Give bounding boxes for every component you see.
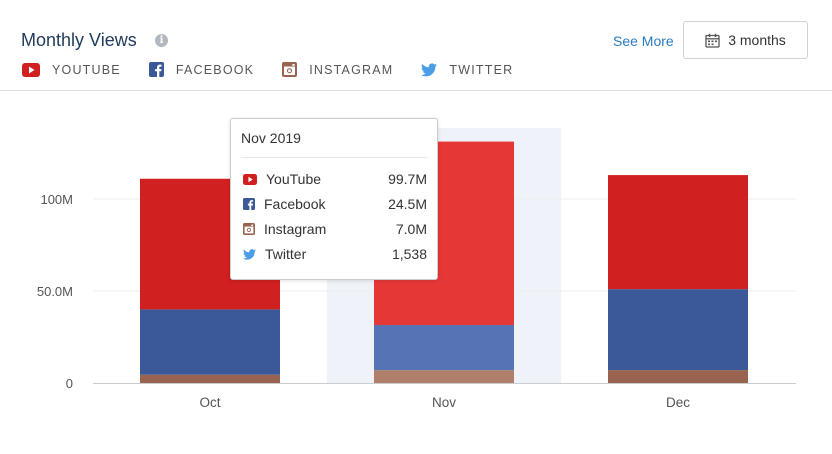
- calendar-icon: [705, 33, 720, 48]
- tooltip-series-value: 99.7M: [388, 171, 427, 187]
- bar-segment-youtube-dec: [608, 175, 748, 290]
- twitter-icon: [243, 248, 256, 260]
- y-tick-label: 50.0M: [37, 284, 73, 299]
- tooltip-series-value: 7.0M: [395, 221, 427, 237]
- facebook-icon: [148, 62, 164, 77]
- legend-label-youtube: YOUTUBE: [52, 62, 121, 77]
- twitter-icon: [421, 62, 438, 76]
- tooltip-series-name: Twitter: [265, 246, 307, 262]
- legend-label-twitter: TWITTER: [449, 62, 514, 77]
- y-tick-label: 100M: [40, 192, 73, 207]
- bar-segment-instagram-dec: [608, 370, 748, 383]
- date-range-button[interactable]: 3 months: [683, 21, 808, 59]
- bar-segment-facebook-oct: [140, 309, 280, 375]
- tooltip-series-value: 1,538: [391, 246, 427, 262]
- legend-item-facebook[interactable]: FACEBOOK: [148, 62, 255, 77]
- legend-item-instagram[interactable]: INSTAGRAM: [282, 62, 393, 77]
- facebook-icon: [243, 198, 255, 210]
- bar-segment-facebook-nov: [374, 325, 514, 371]
- chart-legend: YOUTUBE FACEBOOK INSTAGRAM TWITTER: [22, 62, 541, 77]
- tooltip-series-name: YouTube: [266, 171, 322, 187]
- youtube-icon: [243, 173, 257, 185]
- x-tick-label: Oct: [199, 395, 220, 410]
- legend-item-youtube[interactable]: YOUTUBE: [22, 62, 121, 77]
- tooltip-row-facebook: Facebook 24.5M: [243, 194, 427, 214]
- x-tick-label: Dec: [666, 395, 690, 410]
- tooltip-row-instagram: Instagram 7.0M: [243, 219, 427, 239]
- tooltip-series-value: 24.5M: [388, 196, 427, 212]
- tooltip-divider: [241, 157, 427, 158]
- bar-segment-facebook-dec: [608, 289, 748, 371]
- bar-segment-instagram-oct: [140, 374, 280, 383]
- bar-segment-instagram-nov: [374, 370, 514, 383]
- youtube-icon: [22, 62, 40, 77]
- instagram-icon: [282, 62, 298, 77]
- tooltip-row-twitter: Twitter 1,538: [243, 244, 427, 264]
- tooltip-row-youtube: YouTube 99.7M: [243, 169, 427, 189]
- legend-item-twitter[interactable]: TWITTER: [421, 63, 513, 77]
- header-divider: [0, 90, 832, 91]
- tooltip-title: Nov 2019: [241, 130, 301, 146]
- chart-tooltip: Nov 2019 YouTube 99.7M Facebook 24.5M In…: [230, 118, 438, 280]
- see-more-link[interactable]: See More: [613, 33, 674, 49]
- page-title: Monthly Views: [21, 30, 137, 50]
- instagram-icon: [243, 223, 255, 235]
- y-tick-label: 0: [66, 376, 73, 391]
- legend-label-facebook: FACEBOOK: [175, 62, 255, 77]
- x-tick-label: Nov: [432, 395, 456, 410]
- tooltip-series-name: Facebook: [264, 196, 326, 212]
- info-icon[interactable]: i: [155, 34, 168, 47]
- tooltip-series-name: Instagram: [264, 221, 327, 237]
- legend-label-instagram: INSTAGRAM: [309, 62, 394, 77]
- date-range-label: 3 months: [728, 32, 786, 48]
